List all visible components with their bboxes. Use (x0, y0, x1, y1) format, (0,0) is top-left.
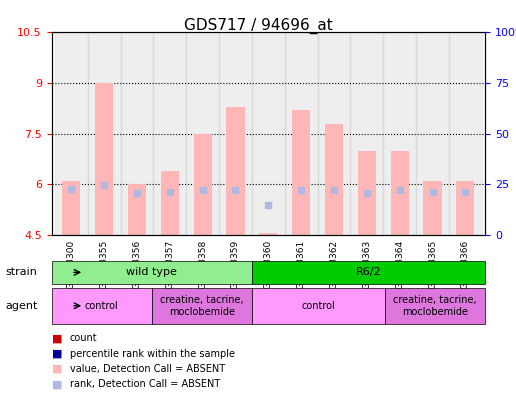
Bar (219, 32, 252, 235)
FancyBboxPatch shape (152, 288, 252, 324)
Text: wild type: wild type (126, 267, 177, 277)
Bar (449, 32, 482, 235)
Bar (456, 181, 474, 235)
Text: percentile rank within the sample: percentile rank within the sample (70, 349, 235, 358)
Bar (227, 107, 245, 235)
Bar (285, 32, 317, 235)
FancyBboxPatch shape (52, 260, 252, 284)
Bar (55, 32, 88, 235)
Text: creatine, tacrine,
moclobemide: creatine, tacrine, moclobemide (160, 295, 244, 317)
Text: control: control (85, 301, 119, 311)
Text: ■: ■ (52, 333, 62, 343)
Bar (424, 181, 442, 235)
Bar (416, 32, 449, 235)
Bar (292, 110, 310, 235)
Bar (383, 32, 416, 235)
Bar (416, 32, 449, 235)
Bar (95, 83, 113, 235)
FancyBboxPatch shape (252, 260, 485, 284)
Bar (391, 151, 409, 235)
Bar (317, 32, 350, 235)
Bar (449, 32, 482, 235)
Bar (317, 32, 350, 235)
Bar (128, 184, 146, 235)
Bar (325, 124, 343, 235)
Bar (186, 32, 219, 235)
Text: rank, Detection Call = ABSENT: rank, Detection Call = ABSENT (70, 379, 220, 389)
Bar (161, 171, 179, 235)
Bar (186, 32, 219, 235)
Text: ■: ■ (52, 379, 62, 389)
Bar (219, 32, 252, 235)
Bar (252, 32, 285, 235)
Text: ■: ■ (52, 349, 62, 358)
Text: value, Detection Call = ABSENT: value, Detection Call = ABSENT (70, 364, 225, 374)
Bar (358, 151, 376, 235)
Text: ■: ■ (52, 364, 62, 374)
FancyBboxPatch shape (52, 288, 152, 324)
Text: control: control (301, 301, 335, 311)
Bar (55, 32, 88, 235)
Text: R6/2: R6/2 (356, 267, 381, 277)
Bar (350, 32, 383, 235)
Text: GDS717 / 94696_at: GDS717 / 94696_at (184, 18, 332, 34)
Bar (121, 32, 153, 235)
Text: agent: agent (5, 301, 38, 311)
Bar (383, 32, 416, 235)
Bar (252, 32, 285, 235)
Bar (153, 32, 186, 235)
Bar (153, 32, 186, 235)
Bar (285, 32, 317, 235)
Bar (194, 134, 212, 235)
FancyBboxPatch shape (252, 288, 385, 324)
Text: strain: strain (5, 267, 37, 277)
FancyBboxPatch shape (385, 288, 485, 324)
Text: count: count (70, 333, 98, 343)
Text: creatine, tacrine,
moclobemide: creatine, tacrine, moclobemide (393, 295, 477, 317)
Bar (121, 32, 153, 235)
Bar (88, 32, 121, 235)
Bar (88, 32, 121, 235)
Bar (62, 181, 80, 235)
Bar (259, 233, 278, 235)
Bar (350, 32, 383, 235)
